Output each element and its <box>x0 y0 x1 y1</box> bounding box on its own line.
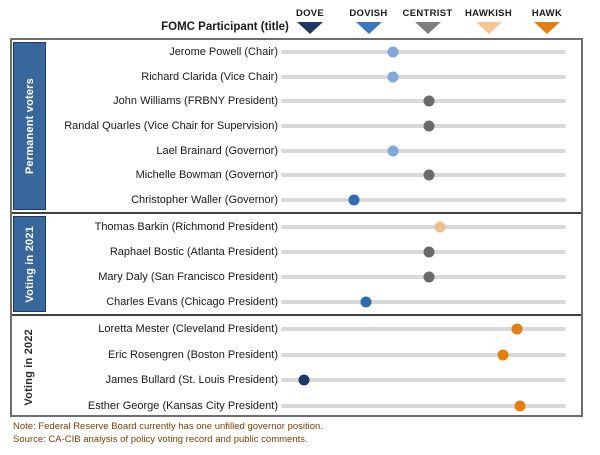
participant-row: Thomas Barkin (Richmond President) <box>12 214 581 239</box>
position-track <box>281 145 566 157</box>
position-dot <box>423 95 434 107</box>
position-dot <box>298 374 310 386</box>
participant-row: Randal Quarles (Vice Chair for Supervisi… <box>12 114 581 139</box>
participant-row: John Williams (FRBNY President) <box>12 89 581 114</box>
position-track <box>281 296 566 307</box>
chart-section: Voting in 2021 Thomas Barkin (Richmond P… <box>12 212 581 314</box>
participant-row: Christopher Waller (Governor) <box>12 187 581 212</box>
section-sidebar: Voting in 2021 <box>13 216 46 312</box>
chart-section: Voting in 2022 Loretta Mester (Cleveland… <box>12 314 581 419</box>
chart-section: Permanent voters Jerome Powell (Chair) R… <box>12 40 581 212</box>
position-dot <box>423 271 434 282</box>
participant-name: Eric Rosengren (Boston President) <box>108 348 278 361</box>
position-track <box>281 271 566 282</box>
position-track <box>281 221 566 232</box>
participant-row: Lael Brainard (Governor) <box>12 138 581 163</box>
scale-legend-label: CENTRIST <box>402 8 453 19</box>
participant-name: Thomas Barkin (Richmond President) <box>94 220 278 233</box>
participant-row: Richard Clarida (Vice Chair) <box>12 65 581 90</box>
participant-name: Michelle Bowman (Governor) <box>135 169 278 182</box>
scale-legend-item: DOVE <box>275 8 345 34</box>
position-track <box>281 374 566 386</box>
participant-name: Esther George (Kansas City President) <box>87 400 278 413</box>
source-text: Source: CA-CIB analysis of policy voting… <box>13 433 308 445</box>
scale-legend-label: DOVISH <box>349 8 388 19</box>
participant-name: Christopher Waller (Governor) <box>131 193 278 206</box>
scale-triangle-icon <box>355 22 382 34</box>
participant-name: John Williams (FRBNY President) <box>113 95 278 108</box>
scale-legend-item: CENTRIST <box>393 8 463 34</box>
participant-row: Mary Daly (San Francisco President) <box>12 264 581 289</box>
participant-name: Jerome Powell (Chair) <box>169 46 278 59</box>
position-dot <box>514 400 526 412</box>
position-track <box>281 169 566 181</box>
position-track <box>281 246 566 257</box>
position-dot <box>497 349 509 361</box>
note-text: Note: Federal Reserve Board currently ha… <box>13 421 323 432</box>
scale-triangle-icon <box>534 22 560 34</box>
participant-row: Raphael Bostic (Atlanta President) <box>12 239 581 264</box>
position-dot <box>423 246 434 257</box>
participant-name: Richard Clarida (Vice Chair) <box>141 70 278 83</box>
participant-row: Esther George (Kansas City President) <box>12 393 581 419</box>
participant-name: Raphael Bostic (Atlanta President) <box>109 245 278 258</box>
position-track <box>281 120 566 132</box>
position-dot <box>423 169 434 181</box>
position-dot <box>434 221 446 232</box>
scale-legend-item: HAWK <box>512 8 582 34</box>
scale-legend-item: HAWKISH <box>454 8 524 34</box>
footer-notes: Note: Federal Reserve Board currently ha… <box>13 421 323 447</box>
position-track <box>281 46 566 58</box>
participant-name: Loretta Mester (Cleveland President) <box>98 322 278 335</box>
participant-name: Randal Quarles (Vice Chair for Supervisi… <box>64 120 278 133</box>
section-sidebar: Permanent voters <box>13 42 46 210</box>
participant-row: Jerome Powell (Chair) <box>12 40 581 65</box>
scale-legend-label: DOVE <box>295 8 325 19</box>
section-rows: Thomas Barkin (Richmond President) Rapha… <box>12 214 581 314</box>
position-track <box>281 400 566 412</box>
participant-row: Charles Evans (Chicago President) <box>12 289 581 314</box>
position-dot <box>387 145 399 157</box>
position-dot <box>360 296 372 307</box>
position-track <box>281 349 566 361</box>
participant-row: Loretta Mester (Cleveland President) <box>12 316 581 342</box>
section-rows: Loretta Mester (Cleveland President) Eri… <box>12 316 581 419</box>
participant-name: James Bullard (St. Louis President) <box>105 374 278 387</box>
participant-row: Eric Rosengren (Boston President) <box>12 342 581 368</box>
position-dot <box>348 194 360 206</box>
participant-row: Michelle Bowman (Governor) <box>12 163 581 188</box>
participant-row: James Bullard (St. Louis President) <box>12 368 581 394</box>
position-dot <box>511 323 523 335</box>
position-dot <box>423 120 434 132</box>
scale-legend-label: HAWKISH <box>465 8 512 19</box>
scale-triangle-icon <box>297 22 323 34</box>
section-rows: Jerome Powell (Chair) Richard Clarida (V… <box>12 40 581 212</box>
position-track <box>281 71 566 83</box>
scale-legend-item: DOVISH <box>334 8 404 34</box>
participant-name: Mary Daly (San Francisco President) <box>98 270 278 283</box>
participant-column-header: FOMC Participant (title) <box>161 21 289 33</box>
position-track <box>281 323 566 335</box>
position-dot <box>387 71 399 83</box>
position-track <box>281 95 566 107</box>
chart-frame: Permanent voters Jerome Powell (Chair) R… <box>10 38 583 417</box>
position-dot <box>387 46 399 58</box>
scale-legend-label: HAWK <box>531 8 563 19</box>
scale-triangle-icon <box>414 22 441 34</box>
participant-name: Charles Evans (Chicago President) <box>106 295 278 308</box>
position-track <box>281 194 566 206</box>
participant-name: Lael Brainard (Governor) <box>156 144 278 157</box>
scale-triangle-icon <box>475 22 502 34</box>
